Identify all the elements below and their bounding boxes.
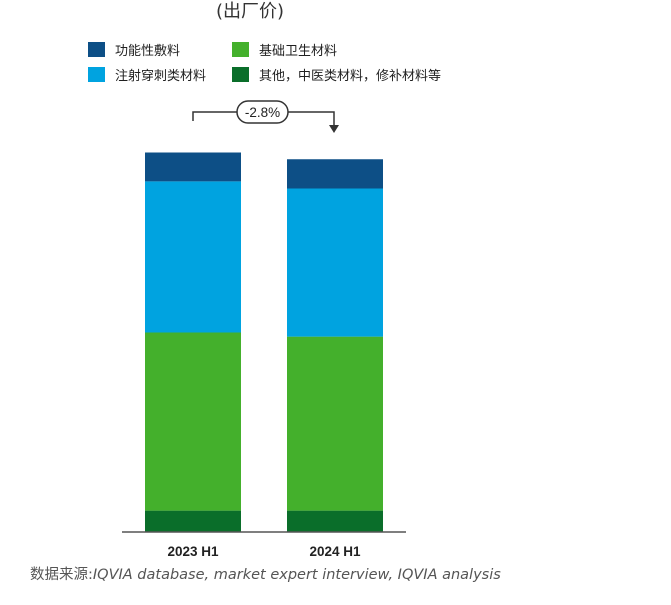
legend-swatch (88, 67, 105, 82)
bars-group (145, 152, 383, 532)
chart-subtitle: (出厂价) (215, 1, 285, 22)
legend-swatch (88, 42, 105, 57)
legend-swatch (232, 67, 249, 82)
legend-item-basic-hygiene: 基础卫生材料 (232, 40, 337, 59)
source-note: 数据来源:IQVIA database, market expert inter… (30, 563, 501, 584)
x-tick-label: 2023 H1 (167, 544, 219, 559)
annotation-left-bracket (192, 111, 237, 121)
bar-segment (145, 152, 241, 182)
legend-item-other: 其他，中医类材料，修补材料等 (232, 65, 441, 84)
bar-segment (287, 336, 383, 511)
annotation-arrow-icon (329, 125, 339, 133)
annotation-label: -2.8% (245, 105, 280, 120)
legend-label: 功能性敷料 (115, 44, 181, 59)
bar-segment (145, 510, 241, 532)
legend-swatch (232, 42, 249, 57)
legend-item-injection-puncture: 注射穿刺类材料 (88, 65, 206, 84)
x-tick-label: 2024 H1 (309, 544, 361, 559)
bar-segment (287, 159, 383, 189)
source-text: IQVIA database, market expert interview,… (92, 567, 501, 583)
bar-segment (287, 188, 383, 337)
bar-segment (287, 510, 383, 532)
legend-label: 其他，中医类材料，修补材料等 (259, 69, 442, 84)
legend-label: 注射穿刺类材料 (115, 69, 207, 84)
bar-segment (145, 181, 241, 333)
legend-item-functional-dressing: 功能性敷料 (88, 40, 180, 59)
annotation-right-bracket (288, 111, 335, 126)
legend-label: 基础卫生材料 (259, 44, 338, 59)
annotation-pill (236, 100, 289, 124)
bar-segment (145, 332, 241, 511)
x-tick-labels: 2023 H1 2024 H1 (167, 544, 361, 559)
source-label: 数据来源: (30, 567, 93, 583)
change-annotation: -2.8% (192, 100, 339, 133)
